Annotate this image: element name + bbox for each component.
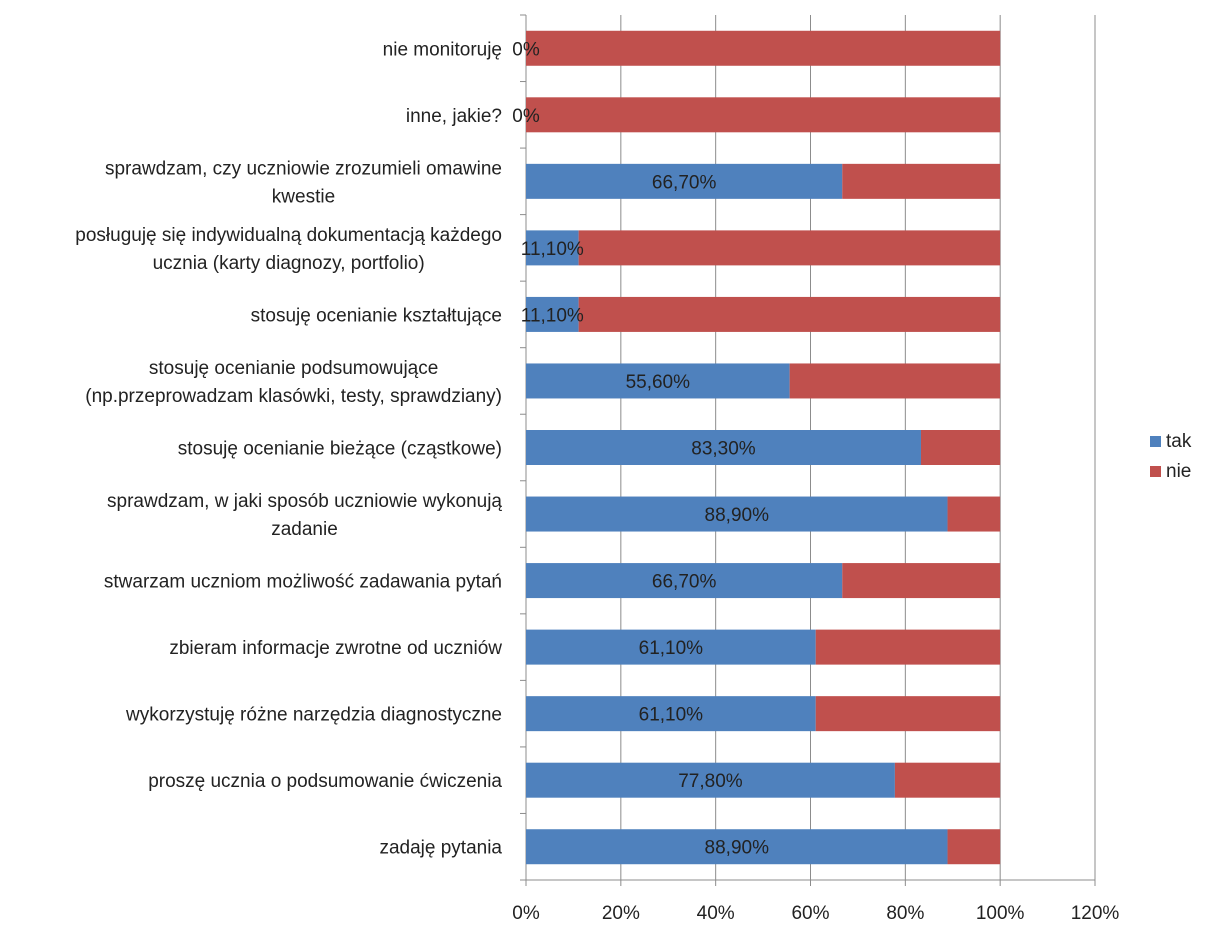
bar-tak — [526, 829, 948, 865]
bar-nie — [578, 230, 1001, 266]
x-tick-labels: 0% 20% 40% 60% 80% 100% 120% — [512, 903, 1119, 924]
category-label: posługuję się indywidualną dokumentacją … — [75, 225, 502, 274]
bar-tak — [526, 296, 579, 332]
bar-nie — [578, 296, 1001, 332]
category-label-line: kwestie — [272, 186, 335, 207]
legend: tak nie — [1150, 431, 1192, 482]
category-label-line: ucznia (karty diagnozy, portfolio) — [153, 253, 425, 274]
data-label-tak: 88,90% — [705, 838, 770, 859]
bar-nie — [947, 829, 1001, 865]
data-label-tak: 0% — [512, 106, 540, 127]
category-label-line: posługuję się indywidualną dokumentacją … — [75, 225, 502, 246]
bar-nie — [815, 696, 1001, 732]
bar-nie — [815, 629, 1001, 665]
bar-tak — [526, 430, 921, 465]
x-tick-label: 60% — [791, 903, 829, 924]
bar-tak — [526, 696, 816, 732]
category-label: zbieram informacje zwrotne od uczniów — [169, 638, 502, 659]
bar-nie — [842, 563, 1001, 599]
x-tick-label: 20% — [602, 903, 640, 924]
category-label: stosuję ocenianie bieżące (cząstkowe) — [178, 439, 502, 460]
category-label-line: (np.przeprowadzam klasówki, testy, spraw… — [85, 386, 502, 407]
x-tick-label: 100% — [976, 903, 1025, 924]
data-label-tak: 55,60% — [626, 372, 691, 393]
data-label-tak: 11,10% — [521, 239, 584, 260]
data-label-tak: 88,90% — [705, 505, 770, 526]
bar-nie — [842, 163, 1001, 199]
data-labels: 0% 0% 66,70% 11,10% 11,10% 55,60% 83,30% 88,90%… — [512, 39, 769, 858]
legend-swatch-tak — [1150, 436, 1161, 447]
data-label-tak: 61,10% — [639, 638, 704, 659]
bar-tak — [526, 563, 843, 599]
category-label: sprawdzam, czy uczniowie zrozumieli omaw… — [105, 158, 502, 207]
data-label-tak: 66,70% — [652, 572, 717, 593]
category-label: stosuję ocenianie kształtujące — [251, 305, 502, 326]
data-label-tak: 0% — [512, 39, 540, 60]
bar-tak — [526, 363, 790, 399]
bars — [526, 30, 1001, 865]
bar-tak — [526, 496, 948, 532]
category-label-line: stosuję ocenianie podsumowujące — [149, 358, 438, 379]
x-tick-label: 80% — [886, 903, 924, 924]
bar-tak — [526, 762, 895, 798]
category-labels: nie monitoruję inne, jakie? sprawdzam, czy… — [75, 39, 502, 858]
legend-label-tak: tak — [1166, 431, 1192, 452]
data-label-tak: 66,70% — [652, 172, 717, 193]
bar-nie — [947, 496, 1001, 532]
bar-nie — [526, 30, 1001, 66]
x-tick-label: 40% — [697, 903, 735, 924]
data-label-tak: 11,10% — [521, 305, 584, 326]
category-label: inne, jakie? — [406, 106, 502, 127]
data-label-tak: 77,80% — [678, 771, 743, 792]
category-label: wykorzystuję różne narzędzia diagnostycz… — [125, 705, 502, 726]
bar-tak — [526, 163, 843, 199]
bar-tak — [526, 629, 816, 665]
category-label: sprawdzam, w jaki sposób uczniowie wykon… — [107, 491, 502, 540]
category-label-line: sprawdzam, w jaki sposób uczniowie wykon… — [107, 491, 502, 512]
category-label: proszę ucznia o podsumowanie ćwiczenia — [148, 771, 502, 792]
bar-nie — [920, 430, 1001, 465]
x-tick-label: 120% — [1071, 903, 1120, 924]
category-label-line: zadanie — [271, 519, 338, 540]
category-label-line: sprawdzam, czy uczniowie zrozumieli omaw… — [105, 158, 502, 179]
legend-swatch-nie — [1150, 466, 1161, 477]
legend-label-nie: nie — [1166, 461, 1191, 482]
bar-nie — [789, 363, 1001, 399]
data-label-tak: 83,30% — [691, 439, 756, 460]
category-label: nie monitoruję — [383, 39, 502, 60]
bar-tak — [526, 230, 579, 266]
category-label: zadaję pytania — [379, 838, 502, 859]
bar-nie — [526, 97, 1001, 133]
x-tick-label: 0% — [512, 903, 540, 924]
bar-nie — [894, 762, 1001, 798]
category-label: stosuję ocenianie podsumowujące (np.przep… — [85, 358, 502, 407]
data-label-tak: 61,10% — [639, 705, 704, 726]
category-label: stwarzam uczniom możliwość zadawania pyt… — [104, 572, 502, 593]
